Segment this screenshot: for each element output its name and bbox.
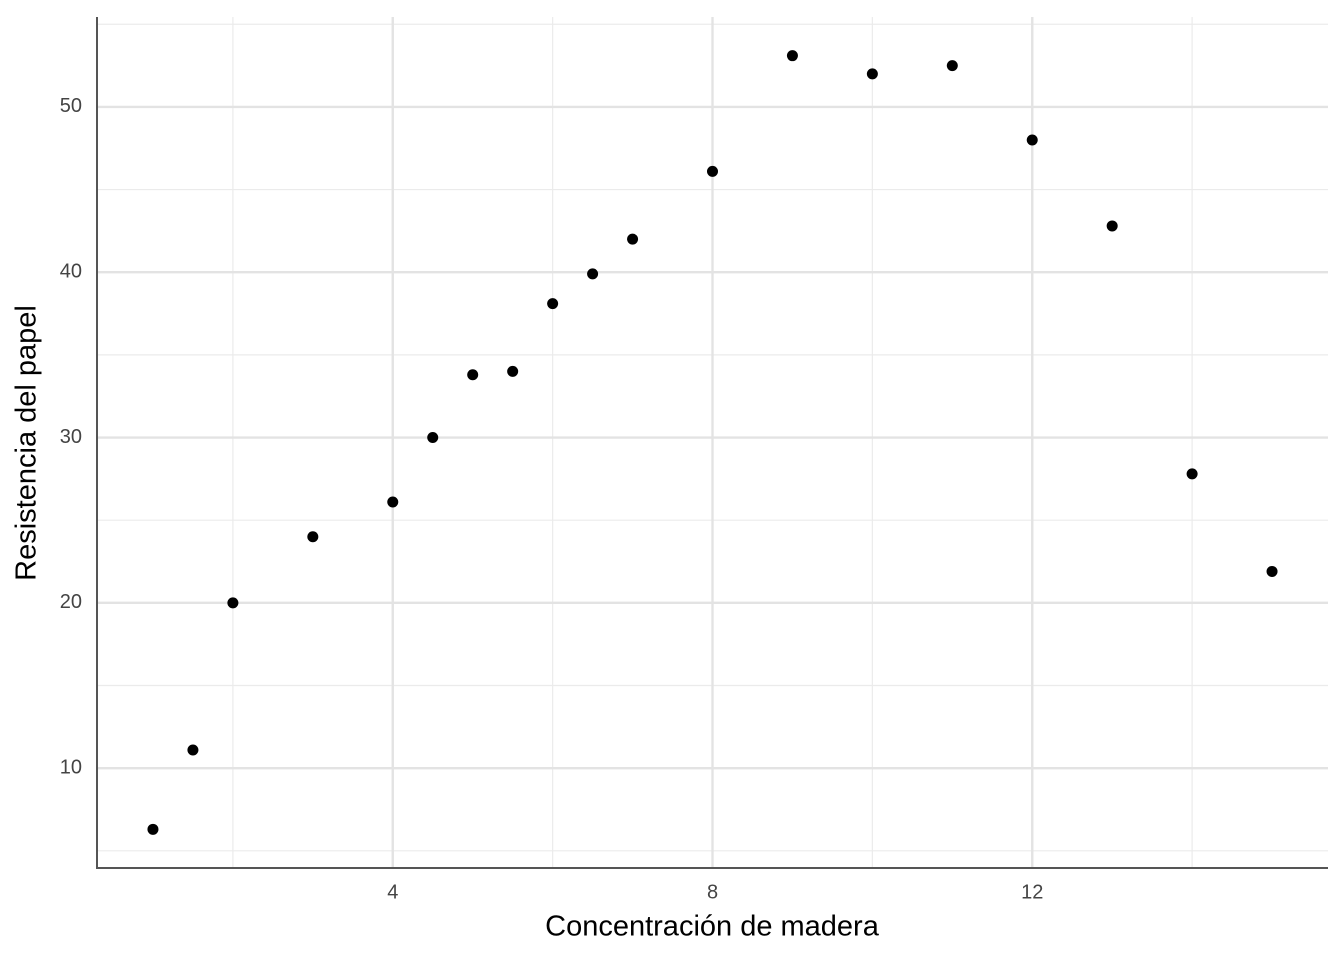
point [147, 823, 159, 835]
point [387, 496, 399, 508]
point [587, 268, 599, 280]
y-tick-label: 40 [60, 261, 82, 283]
point [1266, 565, 1278, 577]
x-tick-label: 8 [707, 881, 718, 903]
point [1106, 220, 1118, 232]
x-tick-label: 12 [1021, 881, 1043, 903]
point [427, 432, 439, 444]
point [707, 165, 718, 177]
point [307, 531, 319, 543]
x-axis-title: Concentración de madera [545, 911, 880, 943]
point [627, 233, 639, 245]
y-tick-label: 50 [60, 95, 82, 117]
y-axis-title: Resistencia del papel [11, 305, 43, 581]
point [467, 369, 479, 381]
point [946, 60, 958, 72]
point [507, 365, 519, 377]
y-tick-label: 10 [60, 756, 82, 778]
point [187, 744, 199, 756]
point [227, 597, 239, 609]
y-tick-label: 20 [60, 591, 82, 613]
point [786, 50, 798, 62]
point [1186, 468, 1198, 480]
point [866, 68, 878, 80]
y-tick-label: 30 [60, 426, 82, 448]
x-tick-label: 4 [387, 881, 398, 903]
point [1026, 134, 1038, 146]
point [547, 298, 559, 310]
